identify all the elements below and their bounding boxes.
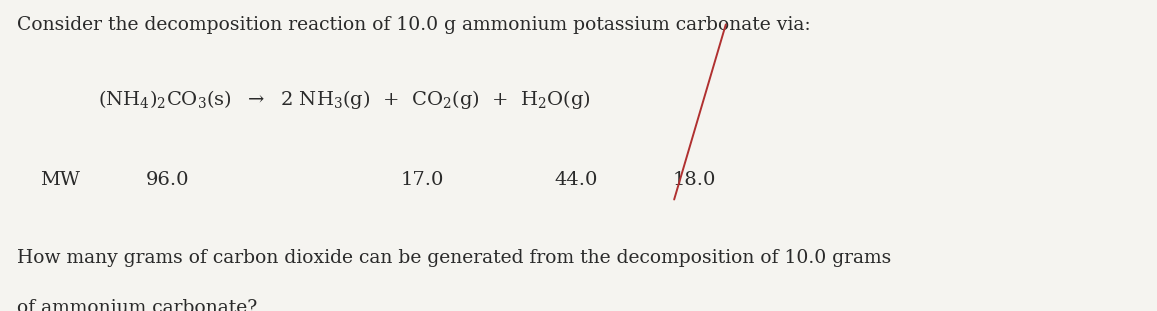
Text: Consider the decomposition reaction of 10.0 g ammonium potassium carbonate via:: Consider the decomposition reaction of 1… [17,16,811,34]
Text: How many grams of carbon dioxide can be generated from the decomposition of 10.0: How many grams of carbon dioxide can be … [17,249,892,267]
Text: 44.0: 44.0 [554,171,598,189]
Text: 17.0: 17.0 [400,171,444,189]
Text: of ammonium carbonate?: of ammonium carbonate? [17,299,258,311]
Text: 18.0: 18.0 [672,171,716,189]
Text: $\mathregular{(NH_4)_2CO_3(s)}$  $\mathregular{\rightarrow}$  $\mathregular{2\ N: $\mathregular{(NH_4)_2CO_3(s)}$ $\mathre… [98,88,591,111]
Text: MW: MW [40,171,80,189]
Text: 96.0: 96.0 [146,171,190,189]
